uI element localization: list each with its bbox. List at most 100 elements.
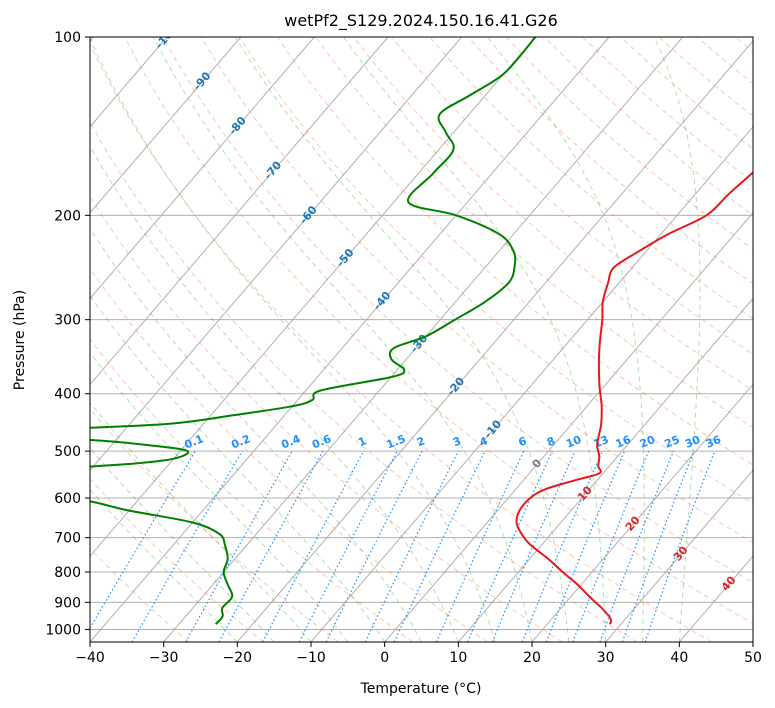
x-tick-label: 0 — [380, 650, 389, 666]
moist-adiabat — [234, 37, 570, 642]
isotherm-line — [678, 555, 753, 642]
y-tick-label: 600 — [54, 491, 81, 507]
profile-lines — [90, 37, 753, 625]
dry-adiabat — [353, 37, 753, 392]
x-tick-label: 30 — [597, 650, 615, 666]
mixing-ratio-line — [572, 450, 650, 642]
chart-title: wetPf2_S129.2024.150.16.41.G26 — [284, 11, 558, 31]
dry-adiabat — [505, 37, 753, 250]
mixing-ratio-label: 1 — [356, 434, 368, 449]
isotherm-line — [531, 383, 753, 642]
dry-adiabat — [90, 43, 712, 642]
mixing-ratio-label: 10 — [564, 433, 583, 451]
dry-adiabat — [90, 121, 638, 642]
y-tick-label: 800 — [54, 565, 81, 581]
dry-adiabat — [90, 408, 339, 642]
x-tick-label: −30 — [149, 650, 179, 666]
dry-adiabat — [90, 267, 488, 642]
dry-adiabat — [467, 37, 753, 285]
dry-adiabat — [200, 37, 753, 544]
mixing-ratio-label: 25 — [663, 433, 682, 451]
mixing-ratio-label: 1.5 — [385, 432, 408, 451]
y-tick-label: 700 — [54, 531, 81, 547]
moist-adiabat — [90, 402, 312, 642]
x-tick-label: −40 — [75, 650, 105, 666]
moist-adiabat — [653, 37, 701, 642]
isotherm-line — [90, 37, 610, 642]
dry-adiabat — [90, 338, 414, 642]
dewpoint-profile-line — [90, 37, 537, 625]
dry-adiabat — [90, 477, 264, 642]
mixing-ratio-line — [185, 450, 293, 642]
isotherm-line — [90, 37, 242, 214]
mixing-ratio-line — [621, 450, 695, 642]
dry-adiabat — [543, 37, 753, 216]
dry-adiabat — [90, 195, 563, 642]
mixing-ratio-line — [466, 450, 553, 642]
mixing-ratio-label: 16 — [614, 433, 633, 451]
isotherm-line — [90, 37, 536, 557]
y-tick-label: 1000 — [45, 622, 81, 638]
x-tick-label: −20 — [223, 650, 253, 666]
x-axis-label: Temperature (°C) — [360, 681, 482, 697]
mixing-ratio-label: 13 — [592, 433, 611, 451]
moist-adiabat — [90, 352, 349, 642]
moist-adiabat — [90, 295, 386, 642]
moist-adiabat — [90, 227, 422, 642]
mixing-ratio-label: 20 — [638, 433, 657, 451]
axis-ticks: −40 −30 −20 −10 0 10 20 30 40 5010020030040050060… — [45, 30, 762, 666]
mixing-ratio-line — [218, 450, 324, 642]
isotherm-line — [457, 297, 753, 642]
isotherm-line — [605, 469, 753, 642]
moist-adiabat — [90, 447, 275, 642]
moist-adiabat — [90, 37, 496, 642]
y-tick-label: 400 — [54, 387, 81, 403]
mixing-ratio-label: 8 — [545, 434, 557, 449]
mixing-ratio-label: 30 — [683, 433, 702, 451]
isotherm-line — [90, 37, 389, 386]
mixing-ratio-line — [491, 450, 576, 642]
dry-adiabat — [429, 37, 753, 320]
plot-frame — [89, 36, 754, 643]
x-tick-label: −10 — [296, 650, 326, 666]
x-tick-label: 10 — [449, 650, 467, 666]
mixing-ratio-line — [644, 450, 716, 642]
x-tick-label: 20 — [523, 650, 541, 666]
background-lines — [90, 37, 753, 642]
moist-adiabat — [342, 37, 607, 642]
moist-adiabat — [90, 145, 459, 642]
y-tick-label: 100 — [54, 30, 81, 46]
moist-adiabat — [487, 37, 645, 642]
isotherm-line — [236, 40, 753, 642]
dry-adiabat — [696, 37, 753, 85]
dry-adiabat — [124, 37, 753, 624]
y-tick-label: 500 — [54, 444, 81, 460]
dry-adiabat — [314, 37, 753, 428]
mixing-ratio-label: 0.4 — [279, 432, 302, 451]
mixing-ratio-label: 6 — [516, 434, 528, 449]
y-axis-label: Pressure (hPa) — [12, 290, 28, 390]
mixing-ratio-line — [325, 450, 423, 642]
mixing-ratio-label: 3 — [451, 434, 463, 449]
isotherm-line — [752, 641, 753, 642]
mixing-ratio-label: 0.2 — [229, 432, 252, 451]
temperature-profile-line — [515, 171, 753, 625]
line-labels: 0.1 0.2 0.4 0.6 1 1.5 2 3 4 6 8 10 13 16 20 25 30 36-100-… — [153, 37, 739, 594]
mixing-ratio-line — [599, 450, 674, 642]
mixing-ratio-label: 36 — [704, 433, 723, 451]
mixing-ratio-line — [435, 450, 525, 642]
mixing-ratio-line — [298, 450, 398, 642]
isotherm-line — [384, 211, 753, 642]
isotherm-line — [310, 126, 753, 642]
y-tick-label: 300 — [54, 313, 81, 329]
moist-adiabat — [152, 37, 533, 642]
dry-adiabat — [238, 37, 753, 504]
mixing-ratio-line — [545, 450, 626, 642]
x-tick-label: 40 — [670, 650, 688, 666]
isotherm-line — [90, 37, 463, 472]
mixing-ratio-label: 2 — [415, 434, 427, 449]
isotherm-line — [90, 37, 315, 300]
y-tick-label: 200 — [54, 208, 81, 224]
x-tick-label: 50 — [744, 650, 762, 666]
